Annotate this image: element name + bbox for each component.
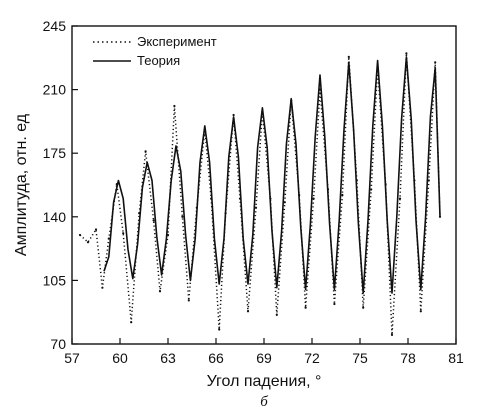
data-point	[130, 321, 133, 324]
legend: Эксперимент Теория	[93, 34, 217, 68]
data-point	[390, 333, 394, 336]
x-tick-label: 75	[352, 350, 368, 366]
data-point	[218, 328, 221, 331]
data-point	[187, 299, 190, 302]
x-tick-label: 69	[256, 350, 272, 366]
series-layer	[78, 52, 442, 336]
legend-label-theory: Теория	[137, 53, 180, 68]
data-point	[107, 237, 110, 240]
data-point	[419, 310, 422, 313]
data-point	[362, 306, 365, 309]
data-point	[304, 306, 307, 309]
legend-label-experiment: Эксперимент	[137, 34, 217, 49]
data-point	[427, 179, 430, 182]
tick-layer: 57 60 63 66 69 72 75 78 81 70 105 140 175 210 245	[43, 18, 464, 366]
data-point	[86, 241, 90, 244]
x-tick-label: 78	[400, 350, 416, 366]
series-line-theory	[103, 56, 441, 294]
data-point	[122, 232, 125, 235]
x-axis-title: Угол падения, °	[207, 373, 322, 390]
data-point	[246, 310, 250, 313]
data-point	[254, 206, 258, 209]
y-tick-label: 140	[43, 209, 67, 225]
data-point	[181, 215, 184, 218]
x-tick-label: 57	[64, 350, 80, 366]
data-point	[370, 188, 373, 191]
data-point	[333, 302, 336, 306]
data-point	[232, 113, 235, 117]
data-point	[312, 197, 315, 200]
data-point	[101, 286, 104, 289]
data-point	[94, 228, 98, 231]
y-tick-label: 175	[43, 145, 67, 161]
x-tick-label: 60	[112, 350, 128, 366]
data-point	[173, 104, 176, 108]
y-tick-label: 245	[43, 18, 67, 34]
data-point	[341, 193, 344, 197]
data-point	[283, 201, 286, 204]
data-point	[434, 61, 437, 64]
y-tick-label: 105	[43, 272, 67, 288]
data-point	[158, 290, 162, 293]
x-tick-label: 72	[304, 350, 320, 366]
y-tick-label: 70	[50, 336, 66, 352]
data-point	[144, 150, 147, 153]
data-point	[275, 313, 278, 316]
data-point	[78, 233, 82, 237]
figure-caption: б	[260, 394, 268, 410]
x-tick-label: 66	[208, 350, 224, 366]
y-tick-label: 210	[43, 82, 67, 98]
data-point	[405, 52, 408, 55]
data-point	[347, 55, 350, 59]
x-tick-label: 81	[448, 350, 464, 366]
data-point	[398, 197, 402, 200]
x-tick-label: 63	[160, 350, 176, 366]
y-axis-title: Амплитуда, отн. ед	[13, 113, 30, 256]
data-point	[152, 219, 155, 222]
